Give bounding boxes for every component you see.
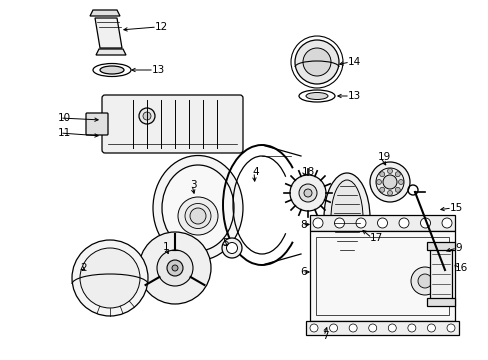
Text: 19: 19 <box>377 152 390 162</box>
Circle shape <box>80 248 140 308</box>
Text: 2: 2 <box>80 263 86 273</box>
Circle shape <box>410 267 438 295</box>
Circle shape <box>368 324 376 332</box>
Bar <box>309 215 454 231</box>
Circle shape <box>167 260 183 276</box>
Text: 12: 12 <box>155 22 168 32</box>
Ellipse shape <box>222 238 242 258</box>
Circle shape <box>172 265 178 271</box>
Ellipse shape <box>226 243 237 253</box>
Circle shape <box>376 180 381 185</box>
Bar <box>315 237 448 315</box>
Circle shape <box>309 324 317 332</box>
Bar <box>305 321 458 335</box>
Polygon shape <box>90 10 120 16</box>
Circle shape <box>334 218 344 228</box>
Text: 6: 6 <box>299 267 306 277</box>
Circle shape <box>377 218 386 228</box>
Text: 10: 10 <box>58 113 71 123</box>
Circle shape <box>369 162 409 202</box>
Ellipse shape <box>162 165 234 251</box>
Circle shape <box>329 324 337 332</box>
Circle shape <box>375 168 403 196</box>
Circle shape <box>304 189 311 197</box>
Circle shape <box>139 232 210 304</box>
Text: 8: 8 <box>299 220 306 230</box>
FancyBboxPatch shape <box>86 113 108 135</box>
Circle shape <box>379 172 384 177</box>
Text: 11: 11 <box>58 128 71 138</box>
Text: 7: 7 <box>321 331 328 341</box>
Polygon shape <box>96 49 126 55</box>
Text: 16: 16 <box>454 263 468 273</box>
Circle shape <box>387 324 395 332</box>
Circle shape <box>427 324 434 332</box>
Circle shape <box>379 187 384 192</box>
Circle shape <box>386 168 392 174</box>
Text: 9: 9 <box>454 243 461 253</box>
Text: 13: 13 <box>152 65 165 75</box>
Circle shape <box>382 175 396 189</box>
Circle shape <box>417 274 431 288</box>
Text: 17: 17 <box>369 233 383 243</box>
Circle shape <box>142 112 151 120</box>
Ellipse shape <box>100 66 124 74</box>
Bar <box>426 242 454 250</box>
Circle shape <box>303 48 330 76</box>
Text: 13: 13 <box>347 91 361 101</box>
Text: 15: 15 <box>449 203 462 213</box>
Circle shape <box>355 218 365 228</box>
Text: 18: 18 <box>302 167 315 177</box>
Circle shape <box>139 108 155 124</box>
Bar <box>426 298 454 306</box>
Circle shape <box>72 240 148 316</box>
Ellipse shape <box>184 203 210 229</box>
Circle shape <box>407 324 415 332</box>
Text: 3: 3 <box>190 180 196 190</box>
FancyBboxPatch shape <box>102 95 243 153</box>
Circle shape <box>398 218 408 228</box>
Circle shape <box>298 184 316 202</box>
Ellipse shape <box>330 180 362 256</box>
Circle shape <box>190 208 205 224</box>
Circle shape <box>398 180 403 185</box>
Ellipse shape <box>178 197 218 235</box>
Circle shape <box>157 250 193 286</box>
Circle shape <box>386 190 392 195</box>
Circle shape <box>446 324 454 332</box>
Ellipse shape <box>153 156 243 261</box>
Circle shape <box>289 175 325 211</box>
Ellipse shape <box>324 173 369 263</box>
Bar <box>309 231 454 321</box>
Circle shape <box>294 40 338 84</box>
Circle shape <box>420 218 429 228</box>
Circle shape <box>394 172 400 177</box>
Circle shape <box>312 218 323 228</box>
Ellipse shape <box>93 63 131 77</box>
Text: 14: 14 <box>347 57 361 67</box>
Ellipse shape <box>298 90 334 102</box>
Bar <box>429 248 451 300</box>
Polygon shape <box>95 18 122 48</box>
Circle shape <box>394 187 400 192</box>
Ellipse shape <box>305 93 327 99</box>
Text: 1: 1 <box>163 242 169 252</box>
Circle shape <box>441 218 451 228</box>
Text: 4: 4 <box>251 167 258 177</box>
Circle shape <box>348 324 356 332</box>
Text: 5: 5 <box>222 238 228 248</box>
